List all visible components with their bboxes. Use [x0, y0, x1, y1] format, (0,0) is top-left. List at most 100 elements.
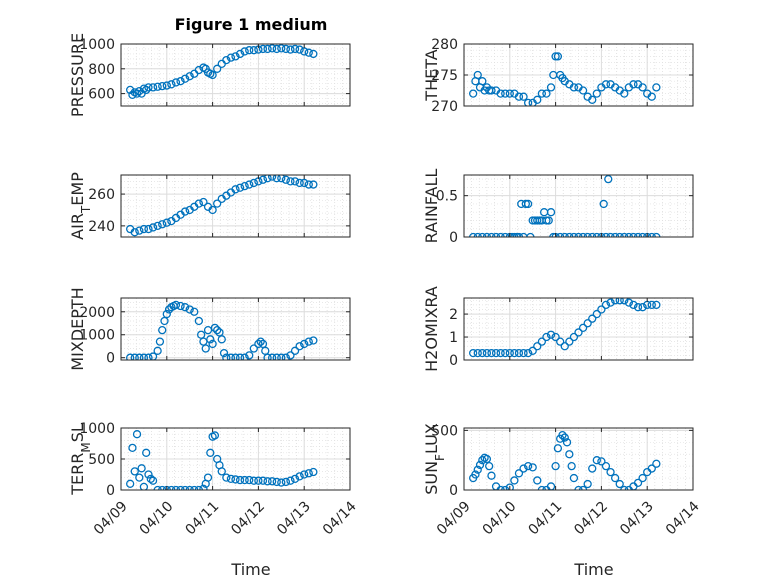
data-point [542, 485, 551, 490]
data-point [647, 464, 656, 473]
data-point [171, 300, 181, 310]
data-point [137, 464, 146, 473]
data-point [286, 45, 295, 54]
data-point [510, 476, 519, 485]
data-point [176, 485, 185, 490]
data-point [633, 478, 643, 487]
data-point [588, 464, 597, 473]
y-axis-label-rest: LUX [422, 423, 441, 454]
data-point [249, 344, 258, 353]
data-point [542, 216, 551, 225]
data-point [638, 473, 647, 483]
data-point [546, 330, 556, 339]
data-point [610, 232, 620, 237]
data-point [176, 301, 185, 311]
data-point [286, 351, 295, 360]
data-point [135, 473, 144, 482]
data-point [304, 48, 313, 57]
data-point [142, 448, 151, 457]
data-point [629, 232, 638, 237]
data-point [473, 465, 482, 474]
data-point [180, 207, 190, 216]
data-point [597, 305, 606, 314]
data-point [267, 477, 277, 486]
data-point [222, 473, 231, 482]
data-point [245, 46, 254, 55]
data-point [615, 232, 624, 237]
data-point [501, 348, 510, 358]
data-point [290, 346, 300, 355]
data-point [469, 348, 478, 358]
data-point [638, 303, 647, 312]
data-point [300, 178, 309, 188]
data-point [620, 298, 629, 305]
data-point [473, 70, 482, 80]
data-point [473, 348, 482, 358]
data-point [501, 89, 510, 98]
data-point [578, 86, 588, 95]
data-point [135, 226, 144, 235]
data-point [551, 332, 560, 342]
data-point [190, 485, 199, 490]
data-point [171, 78, 181, 87]
data-point [272, 175, 281, 183]
data-point [514, 348, 524, 358]
data-point [588, 314, 597, 323]
axes-box [120, 43, 351, 107]
data-point [546, 83, 556, 92]
data-point [569, 332, 579, 342]
y-axis-label-main: AIR [68, 213, 87, 240]
data-point [560, 342, 569, 351]
data-point [126, 479, 135, 488]
data-point [496, 485, 505, 490]
data-point [496, 348, 505, 358]
x-axis-label-left: Time [230, 560, 270, 579]
data-point [158, 325, 167, 335]
data-point [620, 89, 629, 98]
data-point [158, 220, 167, 229]
data-point [190, 307, 199, 316]
data-point [533, 95, 542, 104]
data-point [610, 298, 620, 305]
data-point [633, 232, 643, 237]
data-point [126, 353, 135, 360]
data-point [254, 339, 263, 349]
data-point [206, 448, 215, 457]
data-point [235, 353, 245, 360]
data-point [185, 485, 194, 490]
data-point [565, 232, 574, 237]
data-point [592, 456, 601, 465]
data-series [126, 430, 318, 490]
axes-box [463, 427, 694, 491]
data-point [574, 485, 583, 490]
data-point [210, 431, 220, 440]
data-point [148, 83, 158, 92]
data-point [537, 337, 547, 346]
data-point [562, 438, 572, 447]
data-point [153, 82, 162, 91]
data-point [578, 323, 588, 333]
data-point [652, 83, 661, 92]
data-point [560, 433, 569, 442]
data-point [578, 232, 588, 237]
data-point [514, 232, 524, 237]
data-point [304, 469, 313, 478]
data-point [286, 476, 295, 485]
data-point [542, 332, 551, 342]
data-point [574, 328, 583, 337]
data-point [478, 348, 487, 358]
data-point [148, 352, 158, 360]
data-point [295, 342, 304, 351]
data-point [601, 462, 611, 471]
data-point [565, 337, 574, 346]
data-point [510, 348, 519, 358]
data-point [309, 180, 318, 189]
data-point [556, 337, 565, 346]
data-series [126, 44, 318, 99]
data-point [180, 303, 190, 312]
data-point [213, 64, 222, 73]
data-point [629, 300, 638, 310]
